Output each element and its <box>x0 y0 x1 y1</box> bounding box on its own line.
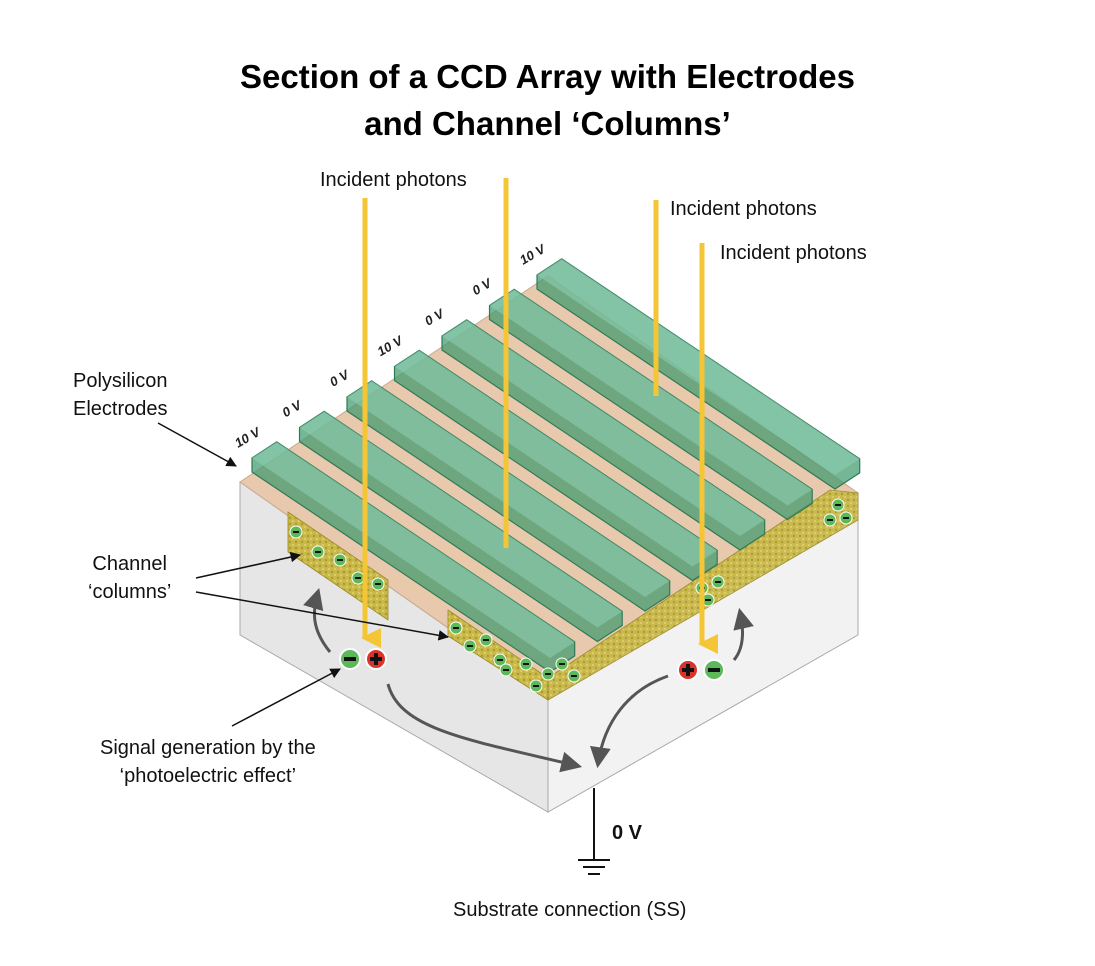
signal-label-line1: Signal generation by the <box>100 737 316 759</box>
electron-dot-minus <box>827 519 833 521</box>
substrate-label: Substrate connection (SS) <box>453 899 687 921</box>
electron-dot-minus <box>503 669 509 671</box>
electrode-voltage-label: 10 V <box>517 241 549 268</box>
electron-dot-minus <box>545 673 551 675</box>
electrode-voltage-label: 0 V <box>422 305 448 328</box>
channel-label-line1: Channel <box>92 553 167 575</box>
electron-hole-pair-left <box>339 648 387 670</box>
electron-dot-minus <box>315 551 321 553</box>
electron-dot-minus <box>705 599 711 601</box>
electron-dot-minus <box>483 639 489 641</box>
callout-lines <box>157 422 450 727</box>
polysilicon-electrodes <box>251 258 861 673</box>
electrode-voltage-label: 10 V <box>375 332 407 359</box>
electron-dot-minus <box>453 627 459 629</box>
signal-label: Signal generation by the ‘photoelectric … <box>100 734 316 790</box>
ground-voltage: 0 V <box>612 822 643 844</box>
electron-dot-minus <box>715 581 721 583</box>
electron-dot-minus <box>835 504 841 506</box>
electron-dot-minus <box>497 659 503 661</box>
electrode-bar-top <box>299 411 623 628</box>
signal-label-line2: ‘photoelectric effect’ <box>119 765 297 787</box>
electrode-voltage-labels: 10 V 0 V 0 V 10 V 0 V 0 V 10 V <box>232 241 549 451</box>
electrode-voltage-label: 0 V <box>470 275 496 298</box>
channel-electrons <box>289 498 853 693</box>
electrode-voltage-label: 0 V <box>280 397 306 420</box>
electrode-bar-top <box>252 441 575 658</box>
electrode-label-line2: Electrodes <box>73 398 168 420</box>
electrode-label: Polysilicon Electrodes <box>73 367 168 423</box>
electron-dot-minus <box>571 675 577 677</box>
electrode-bar-top <box>442 319 765 536</box>
electron-dot-minus <box>337 559 343 561</box>
diagram-title-line1: Section of a CCD Array with Electrodes <box>240 58 855 95</box>
electron-dot-minus <box>559 663 565 665</box>
electron-dot-minus <box>843 517 849 519</box>
photon-arrows <box>361 178 718 654</box>
electron-dot-minus <box>467 645 473 647</box>
electrode-bar-top <box>537 258 860 475</box>
photon-label-1: Incident photons <box>320 169 467 191</box>
electrode-bar-top <box>489 289 813 506</box>
electron-dot-minus <box>293 531 299 533</box>
photon-label-3: Incident photons <box>720 242 867 264</box>
electrode-bar-top <box>394 350 718 567</box>
channel-label: Channel ‘columns’ <box>88 550 171 606</box>
electrode-voltage-label: 10 V <box>232 424 264 451</box>
electron-dot-minus <box>355 577 361 579</box>
electrode-voltage-label: 0 V <box>327 366 353 389</box>
electron-dot-minus <box>533 685 539 687</box>
electrode-label-line1: Polysilicon <box>73 370 168 392</box>
charge-motion-arrows <box>303 587 754 773</box>
channel-label-line2: ‘columns’ <box>88 581 172 603</box>
electron-dot-minus <box>523 663 529 665</box>
electron-dot-minus <box>375 583 381 585</box>
photon-label-2: Incident photons <box>670 198 817 220</box>
ground-symbol <box>578 788 610 875</box>
diagram-title-line2: and Channel ‘Columns’ <box>364 105 731 142</box>
electron-hole-pair-right <box>677 659 725 681</box>
